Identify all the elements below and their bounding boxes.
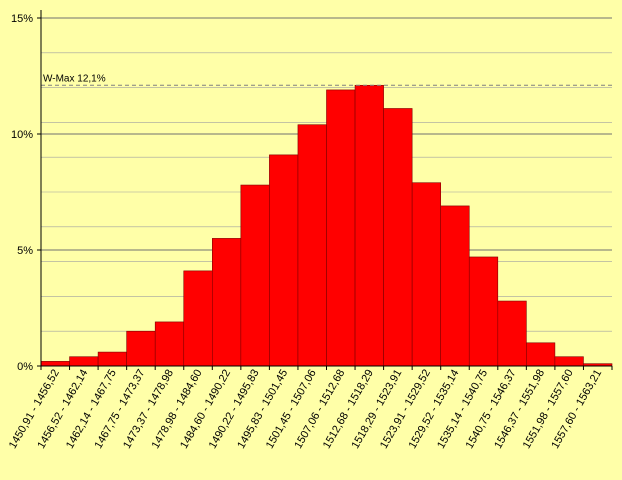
histogram-bar (97, 351, 127, 367)
y-tick-label: 0% (17, 361, 33, 373)
reference-line-group: W-Max 12,1% (41, 73, 612, 86)
histogram-bar (212, 238, 242, 367)
histogram-bar (354, 84, 384, 367)
histogram-bar (497, 300, 527, 367)
histogram-bar (269, 154, 299, 367)
histogram-bar (154, 321, 185, 367)
histogram-bar (240, 184, 270, 367)
histogram-bar (383, 108, 413, 367)
reference-line-label: W-Max 12,1% (43, 73, 106, 84)
histogram-bar (440, 205, 470, 367)
histogram-bar (326, 89, 356, 367)
y-tick-label: 10% (11, 129, 33, 141)
histogram-bar (526, 342, 556, 367)
histogram-bar (554, 356, 584, 367)
histogram-bar (411, 182, 441, 367)
x-tick-label: 1450,91 - 1456,52 (7, 368, 62, 451)
histogram-bar (40, 361, 70, 367)
y-tick-label: 5% (17, 245, 33, 257)
histogram-bar (126, 330, 156, 367)
histogram-bar (297, 124, 327, 367)
histogram-bar (183, 270, 213, 367)
y-tick-label: 15% (11, 13, 33, 25)
y-tick-labels: 0% 5% 10% 15% (11, 13, 41, 373)
bars (40, 84, 613, 367)
histogram-bar (468, 256, 499, 367)
histogram-bar (69, 356, 99, 367)
